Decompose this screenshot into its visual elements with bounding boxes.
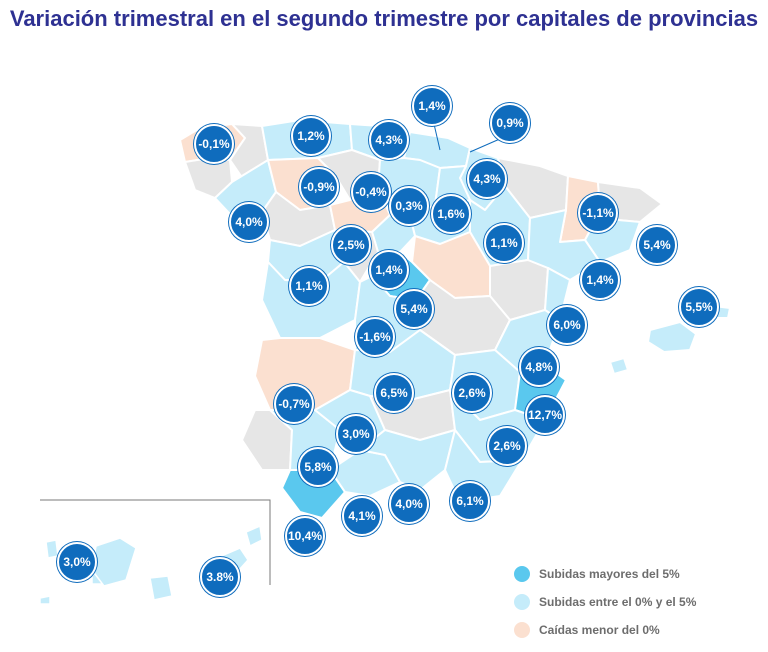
badge-almeria: 6,1% xyxy=(450,481,490,521)
badge-toledo: -1,6% xyxy=(355,317,395,357)
badge-palma: 5,5% xyxy=(679,287,719,327)
legend-swatch-high xyxy=(514,566,530,582)
badge-santander: 4,3% xyxy=(369,120,409,160)
badge-sevilla: 5,8% xyxy=(298,447,338,487)
badge-palencia: -0,4% xyxy=(351,172,391,212)
badge-granada: 4,0% xyxy=(389,484,429,524)
badge-badajoz: -0,7% xyxy=(274,384,314,424)
map-title: Variación trimestral en el segundo trime… xyxy=(9,6,759,31)
badge-alicante: 12,7% xyxy=(525,395,565,435)
island-lanzarote xyxy=(245,524,263,548)
island-tenerife xyxy=(91,537,137,587)
badge-a-coruna: -0,1% xyxy=(194,124,234,164)
badge-castellon: 6,0% xyxy=(547,305,587,345)
badge-burgos: 0,3% xyxy=(389,186,429,226)
badge-oviedo: 1,2% xyxy=(291,116,331,156)
badge-vitoria: 4,3% xyxy=(467,159,507,199)
badge-santa-cruz-tenerife: 3,0% xyxy=(57,542,97,582)
badge-segovia: 1,4% xyxy=(369,250,409,290)
badge-san-sebastian: 0,9% xyxy=(490,103,530,143)
legend-item-high: Subidas mayores del 5% xyxy=(514,560,696,588)
leader-line-san-sebastian xyxy=(469,137,503,153)
legend-label-high: Subidas mayores del 5% xyxy=(539,567,680,581)
badge-salamanca: 1,1% xyxy=(289,266,329,306)
badge-valladolid: 2,5% xyxy=(331,225,371,265)
legend-item-mid: Subidas entre el 0% y el 5% xyxy=(514,588,696,616)
badge-albacete: 2,6% xyxy=(452,373,492,413)
badge-madrid: 5,4% xyxy=(394,289,434,329)
badge-bilbao: 1,4% xyxy=(412,86,452,126)
badge-ourense: 4,0% xyxy=(229,202,269,242)
badge-lleida: -1,1% xyxy=(578,193,618,233)
badge-leon: -0,9% xyxy=(299,167,339,207)
legend-swatch-mid xyxy=(514,594,530,610)
island-gran-canaria xyxy=(149,575,173,601)
badge-malaga: 4,1% xyxy=(342,496,382,536)
badge-murcia: 2,6% xyxy=(487,426,527,466)
canary-inset-frame xyxy=(40,499,271,585)
legend-label-low: Caídas menor del 0% xyxy=(539,623,660,637)
legend-item-low: Caídas menor del 0% xyxy=(514,616,696,644)
island-el-hierro xyxy=(39,595,51,605)
badge-zaragoza: 1,1% xyxy=(484,223,524,263)
leader-line-bilbao xyxy=(433,123,441,151)
island-la-palma xyxy=(45,539,59,559)
badge-ciudad-real: 6,5% xyxy=(374,373,414,413)
badge-tarragona: 1,4% xyxy=(580,260,620,300)
badge-valencia: 4,8% xyxy=(519,347,559,387)
legend-label-mid: Subidas entre el 0% y el 5% xyxy=(539,595,697,609)
badge-logrono: 1,6% xyxy=(431,194,471,234)
legend-swatch-low xyxy=(514,622,530,638)
badge-las-palmas: 3.8% xyxy=(200,557,240,597)
island-mallorca xyxy=(647,321,697,353)
island-ibiza xyxy=(609,357,629,375)
badge-cadiz: 10,4% xyxy=(285,516,325,556)
badge-barcelona: 5,4% xyxy=(637,225,677,265)
legend: Subidas mayores del 5% Subidas entre el … xyxy=(514,560,696,644)
badge-cordoba: 3,0% xyxy=(336,414,376,454)
